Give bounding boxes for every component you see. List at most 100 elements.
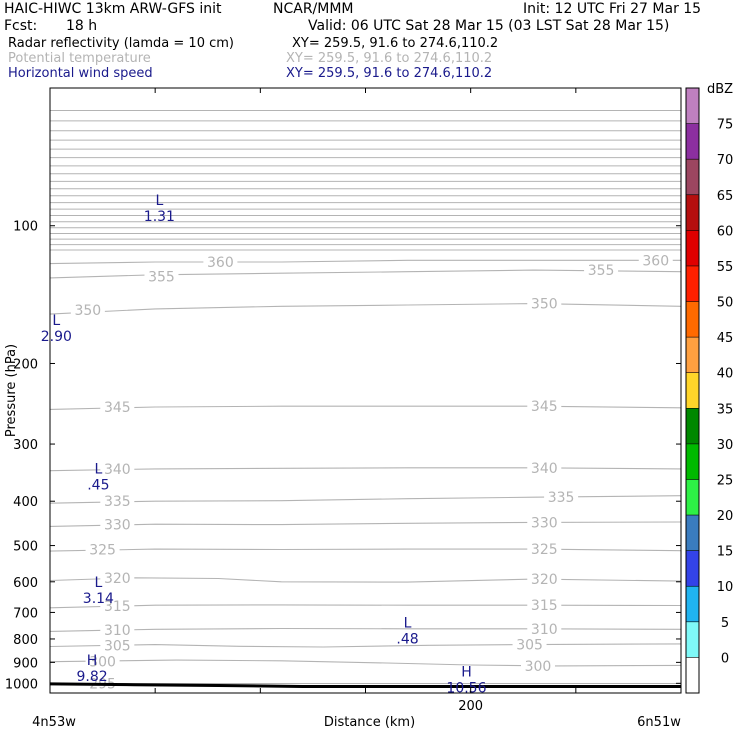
theta-label-bg: [527, 541, 562, 557]
colorbar-label: 50: [717, 296, 734, 311]
colorbar-label: 35: [717, 402, 734, 417]
colorbar: 0 5 10 15 20 25 30 35 40 45 50 55 60 65 70 75 dBZ: [685, 82, 734, 694]
colorbar-label: 5: [721, 616, 729, 631]
theta-label-bg: [70, 302, 105, 318]
x-axis-label: Distance (km): [324, 715, 415, 730]
theta-label-310: 310: [531, 622, 558, 638]
theta-label-bg: [638, 252, 673, 268]
y-axis-label: Pressure (hPa): [4, 344, 19, 437]
x-tick-label: 200: [458, 699, 483, 714]
terrain-line: [49, 682, 681, 688]
theta-label-335: 335: [104, 494, 131, 510]
theta-label-bg: [203, 253, 238, 269]
theta-contour-355: [49, 269, 682, 279]
theta-label-bg: [527, 398, 562, 414]
colorbar-swatch: [686, 479, 699, 516]
theta-contour-315: [49, 604, 682, 609]
colorbar-swatch: [686, 621, 699, 658]
colorbar-label: 70: [717, 153, 734, 168]
colorbar-label: 40: [717, 367, 734, 382]
colorbar-swatch: [686, 550, 699, 587]
colorbar-swatch: [686, 301, 699, 338]
wind-high-marker: H: [461, 664, 472, 680]
theta-label-305: 305: [104, 638, 131, 654]
wind-low-value: 2.90: [41, 329, 72, 345]
colorbar-label: 65: [717, 189, 734, 204]
theta-label-345: 345: [531, 399, 558, 415]
wind-low-marker: L: [155, 193, 163, 209]
colorbar-label: 10: [717, 580, 734, 595]
wind-high-marker: H: [87, 653, 98, 669]
theta-contour-345: [49, 405, 682, 410]
theta-label-320: 320: [531, 572, 558, 588]
theta-label-bg: [100, 493, 135, 509]
theta-label-bg: [520, 657, 555, 673]
colorbar-label: 30: [717, 438, 734, 453]
colorbar-label: 75: [717, 118, 734, 133]
theta-label-300: 300: [89, 655, 116, 671]
theta-label-bg: [144, 268, 179, 284]
y-tick-label: 400: [13, 495, 38, 510]
wind-low-value: 1.31: [144, 209, 175, 225]
init-time: Init: 12 UTC Fri 27 Mar 15: [523, 1, 702, 17]
theta-label-320: 320: [104, 571, 131, 587]
legend-reflectivity-xy: XY= 259.5, 91.6 to 274.6,110.2: [292, 36, 499, 51]
legend-reflectivity-label: Radar reflectivity (lamda = 10 cm): [8, 36, 234, 51]
theta-label-330: 330: [104, 518, 131, 534]
forecast-hour: 18 h: [66, 18, 98, 34]
legend-theta-label: Potential temperature: [8, 51, 151, 66]
valid-time: Valid: 06 UTC Sat 28 Mar 15 (03 LST Sat …: [308, 18, 670, 34]
theta-contour-350: [49, 303, 682, 315]
colorbar-swatch: [686, 337, 699, 373]
colorbar-swatch: [686, 657, 699, 693]
theta-label-360: 360: [207, 255, 234, 271]
theta-label-340: 340: [104, 462, 131, 478]
theta-label-300: 300: [525, 659, 552, 675]
theta-label-bg: [100, 570, 135, 586]
plot-frame: [49, 87, 682, 694]
theta-label-355: 355: [588, 263, 615, 279]
colorbar-swatch: [686, 372, 699, 409]
theta-contour-305: [49, 643, 682, 648]
colorbar-label: 45: [717, 331, 734, 346]
y-tick-label: 300: [13, 438, 38, 453]
theta-label-bg: [544, 489, 579, 505]
theta-contour-320: [49, 577, 682, 583]
theta-label-350: 350: [531, 297, 558, 313]
colorbar-label: 55: [717, 260, 734, 275]
colorbar-swatch: [686, 408, 699, 444]
wind-low-value: 3.14: [83, 591, 114, 607]
theta-contour-300: [49, 659, 682, 667]
wind-high-value: 9.82: [76, 669, 107, 685]
theta-contour-325: [49, 548, 682, 552]
legend-wind-xy: XY= 259.5, 91.6 to 274.6,110.2: [286, 66, 493, 81]
colorbar-swatch: [686, 230, 699, 266]
colorbar-label: 0: [721, 651, 729, 666]
theta-label-bg: [85, 653, 120, 669]
org-label: NCAR/MMM: [273, 1, 354, 17]
wind-low-value: .48: [396, 631, 418, 647]
wind-low-marker: L: [404, 615, 412, 631]
x-end-label-left: 4n53w: [32, 715, 76, 730]
legend-theta-xy: XY= 259.5, 91.6 to 274.6,110.2: [286, 51, 493, 66]
colorbar-unit: dBZ: [707, 82, 733, 97]
theta-contour-340: [49, 467, 682, 472]
theta-label-bg: [527, 571, 562, 587]
legend-wind-label: Horizontal wind speed: [8, 66, 153, 81]
theta-label-bg: [85, 541, 120, 557]
colorbar-swatch: [686, 265, 699, 302]
theta-label-340: 340: [531, 461, 558, 477]
y-tick-label: 100: [13, 220, 38, 235]
y-tick-label: 600: [13, 576, 38, 591]
y-tick-label: 200: [13, 357, 38, 372]
theta-label-315: 315: [104, 599, 131, 615]
theta-label-360: 360: [642, 253, 669, 269]
theta-label-bg: [100, 516, 135, 532]
theta-label-305: 305: [516, 637, 543, 653]
model-title: HAIC-HIWC 13km ARW-GFS init: [4, 1, 222, 17]
theta-label-bg: [100, 637, 135, 653]
theta-label-355: 355: [148, 269, 175, 285]
